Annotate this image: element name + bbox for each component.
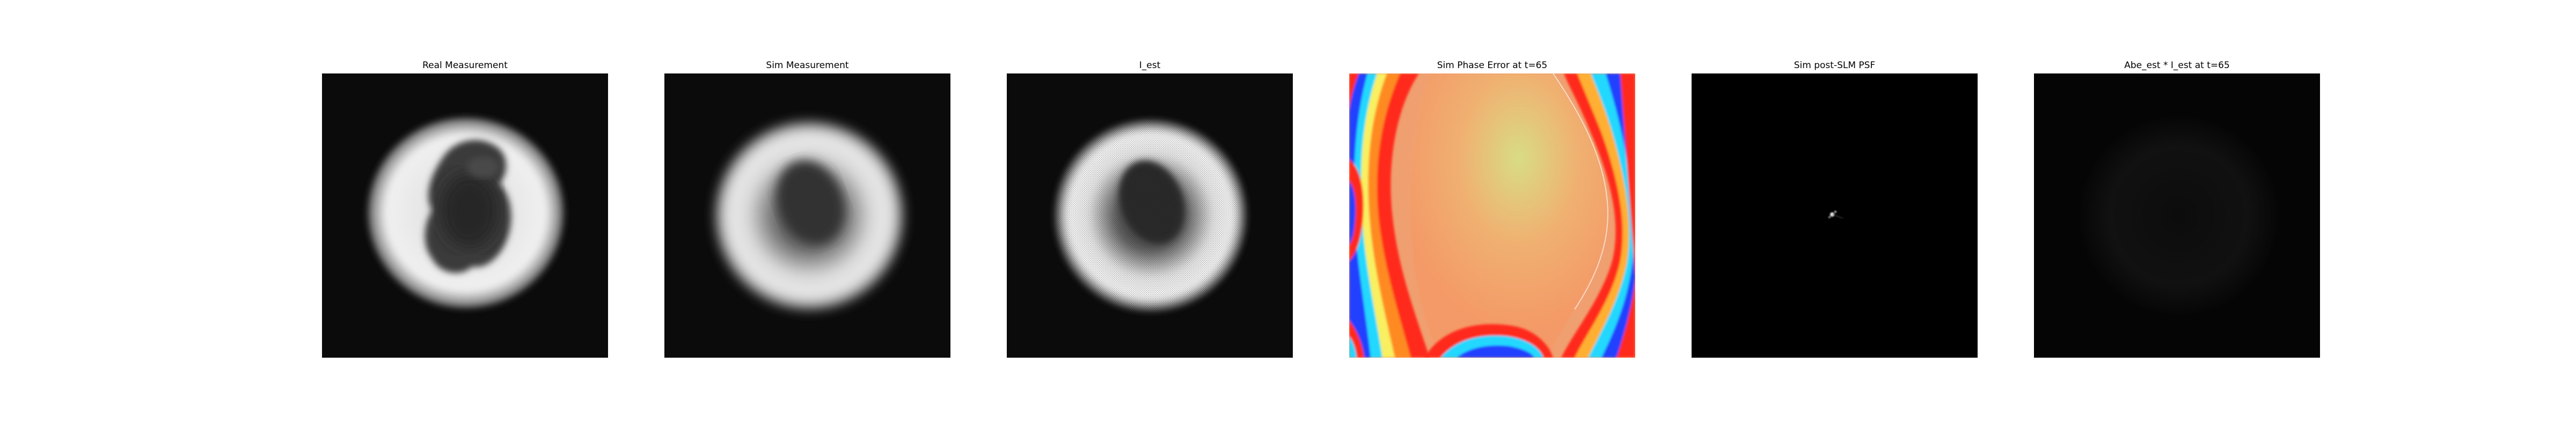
panel-title: Abe_est * I_est at t=65 <box>2124 60 2230 71</box>
panel-real-measurement: Real Measurement <box>322 60 608 358</box>
panel-title: Sim Phase Error at t=65 <box>1437 60 1548 71</box>
panel-sim-post-slm-psf: Sim post-SLM PSF <box>1692 60 1978 358</box>
panel-i-est: I_est <box>1007 60 1293 358</box>
panel-sim-measurement: Sim Measurement <box>664 60 950 358</box>
panel-title: Sim Measurement <box>766 60 849 71</box>
i-est-image <box>1007 73 1293 358</box>
panel-abe-est-i-est: Abe_est * I_est at t=65 <box>2034 60 2320 358</box>
real-measurement-image <box>322 73 608 358</box>
panel-title: Real Measurement <box>422 60 508 71</box>
sim-post-slm-psf-image <box>1692 73 1978 358</box>
panel-sim-phase-error: Sim Phase Error at t=65 <box>1349 60 1635 358</box>
sim-phase-error-image <box>1349 73 1635 358</box>
abe-est-i-est-image <box>2034 73 2320 358</box>
panel-title: I_est <box>1139 60 1161 71</box>
sim-measurement-image <box>664 73 950 358</box>
panel-title: Sim post-SLM PSF <box>1794 60 1876 71</box>
